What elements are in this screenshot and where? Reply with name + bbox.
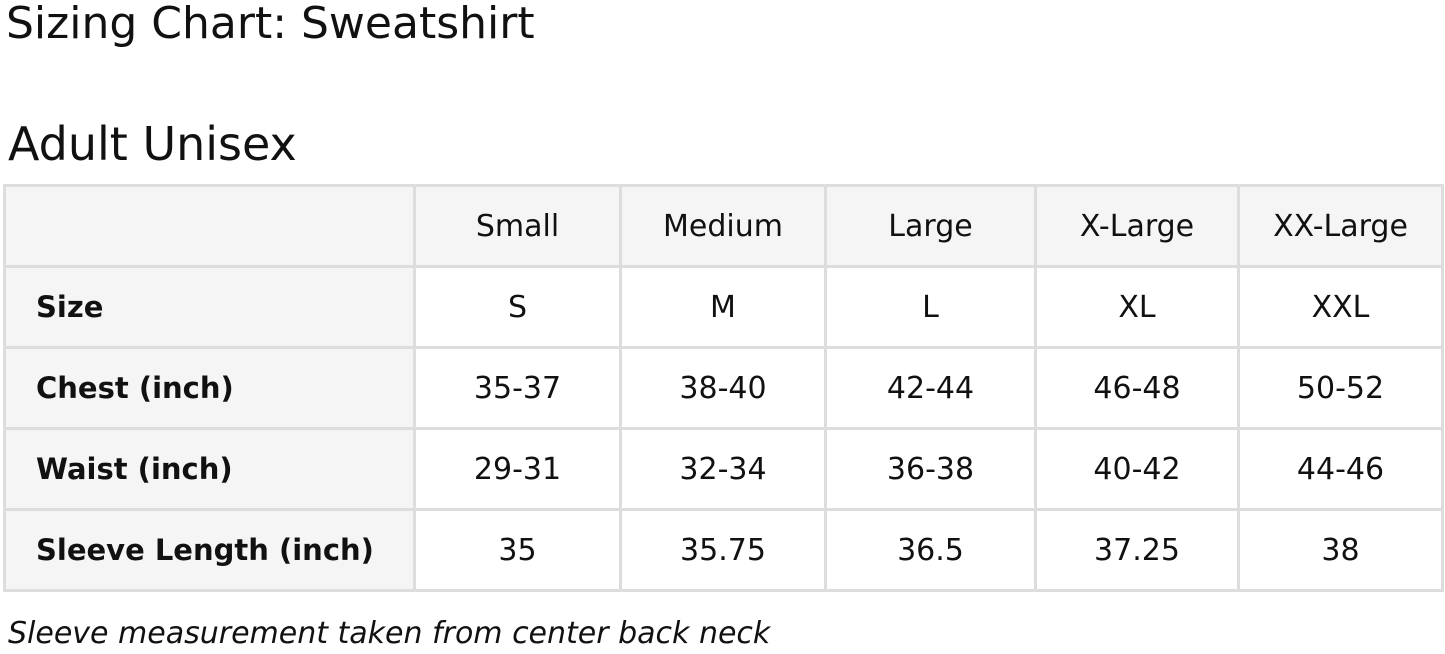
column-header: Small	[413, 184, 622, 268]
row-label: Waist (inch)	[3, 427, 416, 511]
table-row: Waist (inch) 29-31 32-34 36-38 40-42 44-46	[3, 427, 1444, 511]
table-cell: 50-52	[1237, 346, 1444, 430]
column-header	[3, 184, 416, 268]
table-cell: 38	[1237, 508, 1444, 592]
table-row: Sleeve Length (inch) 35 35.75 36.5 37.25 38	[3, 508, 1444, 592]
table-cell: 42-44	[824, 346, 1037, 430]
page-title: Sizing Chart: Sweatshirt	[6, 0, 535, 49]
row-label: Chest (inch)	[3, 346, 416, 430]
table-cell: 35	[413, 508, 622, 592]
table-cell: 37.25	[1034, 508, 1240, 592]
table-cell: L	[824, 265, 1037, 349]
table-cell: 29-31	[413, 427, 622, 511]
column-header: X-Large	[1034, 184, 1240, 268]
table-cell: 36-38	[824, 427, 1037, 511]
table-row: Size S M L XL XXL	[3, 265, 1444, 349]
column-header: Large	[824, 184, 1037, 268]
section-title: Adult Unisex	[8, 117, 297, 171]
column-header: XX-Large	[1237, 184, 1444, 268]
table-cell: 35.75	[619, 508, 827, 592]
table-cell: 46-48	[1034, 346, 1240, 430]
footnote: Sleeve measurement taken from center bac…	[8, 616, 771, 651]
table-cell: 38-40	[619, 346, 827, 430]
column-header: Medium	[619, 184, 827, 268]
row-label: Sleeve Length (inch)	[3, 508, 416, 592]
table-cell: 44-46	[1237, 427, 1444, 511]
table-cell: 35-37	[413, 346, 622, 430]
table-cell: S	[413, 265, 622, 349]
table-cell: XL	[1034, 265, 1240, 349]
table-cell: 36.5	[824, 508, 1037, 592]
table-cell: 40-42	[1034, 427, 1240, 511]
table-cell: 32-34	[619, 427, 827, 511]
table-row: Chest (inch) 35-37 38-40 42-44 46-48 50-52	[3, 346, 1444, 430]
size-table: Small Medium Large X-Large XX-Large Size S M L XL…	[3, 184, 1444, 592]
table-cell: M	[619, 265, 827, 349]
table-cell: XXL	[1237, 265, 1444, 349]
row-label: Size	[3, 265, 416, 349]
header-row: Small Medium Large X-Large XX-Large	[3, 184, 1444, 268]
